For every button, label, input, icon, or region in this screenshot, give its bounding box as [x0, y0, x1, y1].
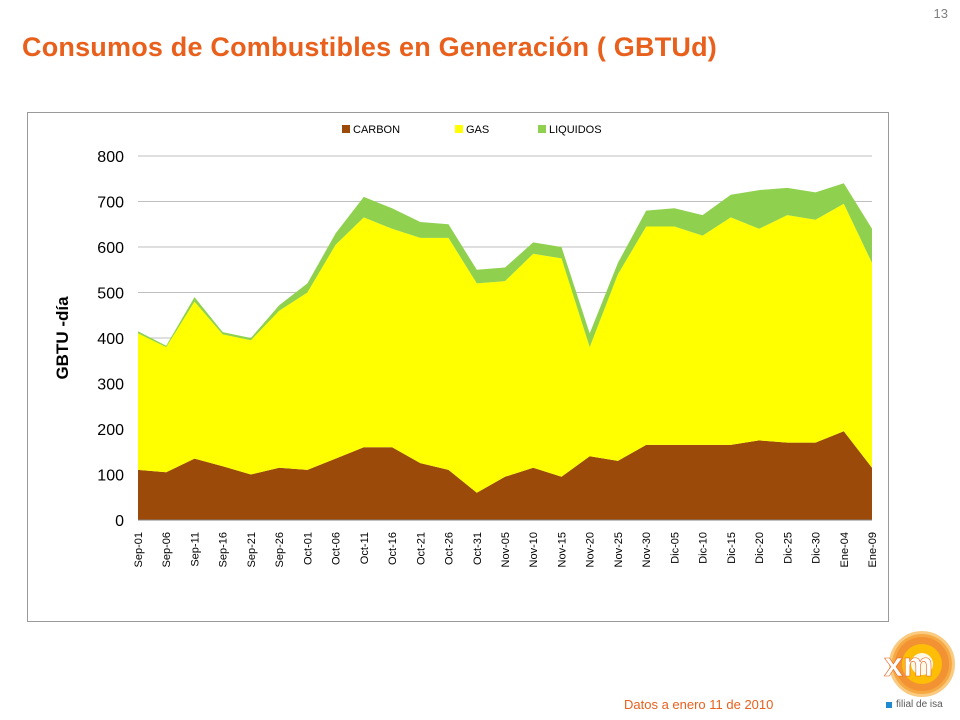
legend-label: CARBON: [353, 124, 400, 136]
x-tick-label: Oct-16: [387, 532, 399, 565]
legend-label: LIQUIDOS: [549, 124, 602, 136]
y-tick-label: 100: [97, 468, 124, 485]
fuel-consumption-chart: 0 100 200 300 400 500 600 700 800 Sep-01 Sep-06 Sep…: [53, 124, 879, 567]
slide-title: Consumos de Combustibles en Generación (…: [22, 32, 717, 62]
legend-swatch: [455, 125, 463, 133]
x-tick-label: Dic-05: [669, 532, 681, 564]
x-tick-label: Nov-15: [556, 532, 568, 567]
y-tick-label: 400: [97, 331, 124, 348]
x-tick-label: Dic-15: [726, 532, 738, 564]
logo-tagline: filial de isa: [896, 699, 943, 710]
y-tick-label: 0: [115, 513, 124, 530]
x-tick-label: Oct-01: [302, 532, 314, 565]
x-tick-label: Oct-11: [359, 532, 371, 564]
y-tick-label: 800: [97, 149, 124, 166]
x-tick-label: Oct-21: [415, 532, 427, 565]
legend-swatch: [538, 125, 546, 133]
legend-swatch: [342, 125, 350, 133]
x-tick-label: Dic-30: [811, 532, 823, 564]
x-tick-label: Dic-25: [782, 532, 794, 564]
page-number: 13: [933, 6, 948, 21]
x-tick-label: Dic-20: [754, 532, 766, 564]
x-tick-label: Dic-10: [698, 532, 710, 564]
logo-text: xm: [884, 646, 933, 684]
y-tick-label: 600: [97, 240, 124, 257]
x-tick-label: Ene-04: [839, 532, 851, 567]
footer-note: Datos a enero 11 de 2010: [624, 697, 774, 712]
series-area-carbon: [138, 431, 872, 520]
series-area-liquidos: [138, 183, 872, 348]
x-tick-label: Sep-16: [218, 532, 230, 567]
x-tick-label: Sep-26: [274, 532, 286, 567]
y-axis-label: GBTU -día: [53, 296, 72, 380]
x-tick-label: Nov-05: [500, 532, 512, 567]
x-tick-label: Sep-01: [133, 532, 145, 567]
x-tick-label: Sep-06: [161, 532, 173, 567]
chart-frame: 0 100 200 300 400 500 600 700 800 Sep-01 Sep-06 Sep…: [27, 112, 889, 622]
x-tick-label: Nov-30: [641, 532, 653, 567]
legend-label: GAS: [466, 124, 489, 136]
x-tick-label: Nov-10: [528, 532, 540, 567]
x-tick-label: Nov-25: [613, 532, 625, 567]
xm-logo: xm: [884, 631, 955, 697]
x-tick-label: Nov-20: [585, 532, 597, 567]
series-area-gas: [138, 203, 872, 493]
x-tick-label: Sep-11: [189, 532, 201, 567]
y-tick-label: 700: [97, 195, 124, 212]
x-tick-label: Oct-31: [472, 532, 484, 565]
y-tick-label: 200: [97, 422, 124, 439]
y-tick-label: 300: [97, 377, 124, 394]
x-tick-label: Sep-21: [246, 532, 258, 567]
y-tick-label: 500: [97, 286, 124, 303]
logo-square-icon: [886, 702, 892, 708]
x-tick-label: Oct-06: [331, 532, 343, 565]
x-tick-label: Ene-09: [867, 532, 879, 567]
x-tick-label: Oct-26: [444, 532, 456, 565]
